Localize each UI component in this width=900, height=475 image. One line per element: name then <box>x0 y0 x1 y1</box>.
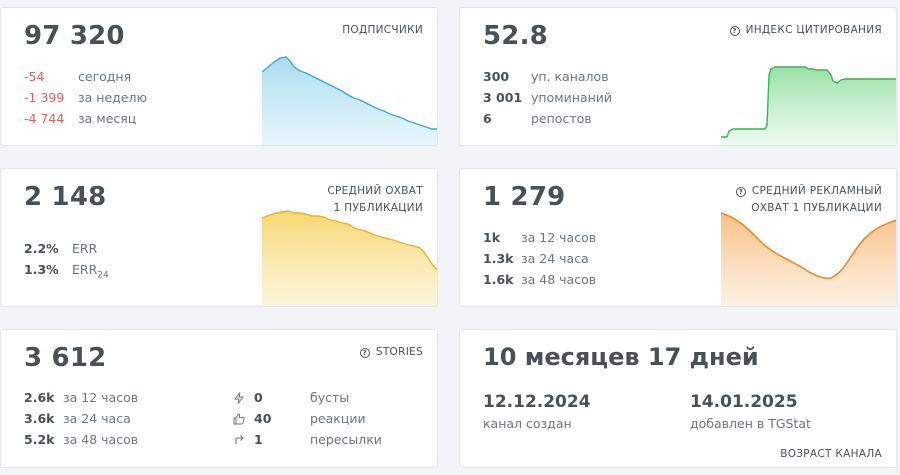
change-week-label: за неделю <box>78 90 147 105</box>
stories-12h-label: за 12 часов <box>63 390 139 405</box>
stories-forwards-label: пересылки <box>310 432 382 447</box>
ad-reach-12h-label: за 12 часов <box>521 230 597 245</box>
citation-sparkline <box>721 66 896 145</box>
reach-sparkline <box>262 210 437 306</box>
err24-value: 1.3% <box>24 262 59 277</box>
stories-24h-value: 3.6k <box>24 411 55 426</box>
citation-mentions-value: 3 001 <box>483 90 523 105</box>
question-circle-icon[interactable]: ? <box>729 26 740 36</box>
share-arrow-icon <box>233 429 245 450</box>
stories-value: 3 612 <box>24 343 107 373</box>
thumbs-up-icon <box>233 408 245 429</box>
ad-reach-24h-label: за 24 часа <box>521 251 589 266</box>
stories-reactions-value: 40 <box>254 411 272 426</box>
created-label: канал создан <box>483 416 572 431</box>
created-date: 12.12.2024 <box>483 392 591 412</box>
change-today-label: сегодня <box>78 69 132 84</box>
citation-mentions-label: упоминаний <box>531 90 613 105</box>
citation-reposts-label: репостов <box>531 111 592 126</box>
stories-card[interactable]: 3 612 ? STORIES 2.6k за 12 часов 3.6k за … <box>0 329 438 468</box>
lightning-icon <box>233 387 245 408</box>
citation-label: ? ИНДЕКС ЦИТИРОВАНИЯ <box>729 22 882 39</box>
subscribers-sparkline <box>262 56 437 145</box>
stories-forwards-value: 1 <box>254 432 263 447</box>
reach-card[interactable]: 2 148 СРЕДНИЙ ОХВАТ 1 ПУБЛИКАЦИИ 2.2% ER… <box>0 168 438 307</box>
ad-reach-label: ? СРЕДНИЙ РЕКЛАМНЫЙ ОХВАТ 1 ПУБЛИКАЦИИ <box>735 183 882 217</box>
err-label: ERR <box>72 241 98 256</box>
stories-48h-label: за 48 часов <box>63 432 139 447</box>
stories-48h-value: 5.2k <box>24 432 55 447</box>
reach-value: 2 148 <box>24 182 107 212</box>
stories-12h-value: 2.6k <box>24 390 55 405</box>
ad-reach-48h-label: за 48 часов <box>521 272 597 287</box>
question-circle-icon[interactable]: ? <box>735 187 746 197</box>
citation-index: 52.8 <box>483 21 548 51</box>
subscribers-card[interactable]: 97 320 ПОДПИСЧИКИ -54 сегодня -1 399 за … <box>0 7 438 146</box>
change-week-value: -1 399 <box>24 90 65 105</box>
question-circle-icon[interactable]: ? <box>359 348 370 358</box>
channel-age-value: 10 месяцев 17 дней <box>483 343 759 371</box>
stories-boosts-label: бусты <box>310 390 350 405</box>
ad-reach-sparkline <box>721 212 896 306</box>
ad-reach-value: 1 279 <box>483 182 566 212</box>
ad-reach-card[interactable]: 1 279 ? СРЕДНИЙ РЕКЛАМНЫЙ ОХВАТ 1 ПУБЛИКА… <box>459 168 897 307</box>
added-date: 14.01.2025 <box>690 392 798 412</box>
stories-label: ? STORIES <box>359 344 423 361</box>
citation-reposts-value: 6 <box>483 111 492 126</box>
subscribers-count: 97 320 <box>24 21 125 51</box>
change-today-value: -54 <box>24 69 45 84</box>
ad-reach-24h-value: 1.3k <box>483 251 514 266</box>
citation-channels-label: уп. каналов <box>531 69 609 84</box>
stories-reactions-label: реакции <box>310 411 366 426</box>
err-value: 2.2% <box>24 241 59 256</box>
channel-age-label: ВОЗРАСТ КАНАЛА <box>780 448 882 460</box>
stories-24h-label: за 24 часа <box>63 411 131 426</box>
change-month-value: -4 744 <box>24 111 65 126</box>
citation-card[interactable]: 52.8 ? ИНДЕКС ЦИТИРОВАНИЯ 300 уп. каналов… <box>459 7 897 146</box>
ad-reach-12h-value: 1k <box>483 230 501 245</box>
stories-boosts-value: 0 <box>254 390 263 405</box>
added-label: добавлен в TGStat <box>690 416 811 431</box>
citation-channels-value: 300 <box>483 69 510 84</box>
reach-label: СРЕДНИЙ ОХВАТ 1 ПУБЛИКАЦИИ <box>327 185 423 214</box>
err24-label: ERR24 <box>72 262 109 281</box>
channel-age-card[interactable]: 10 месяцев 17 дней 12.12.2024 канал созд… <box>459 329 897 468</box>
change-month-label: за месяц <box>78 111 137 126</box>
subscribers-label: ПОДПИСЧИКИ <box>342 24 423 36</box>
ad-reach-48h-value: 1.6k <box>483 272 514 287</box>
